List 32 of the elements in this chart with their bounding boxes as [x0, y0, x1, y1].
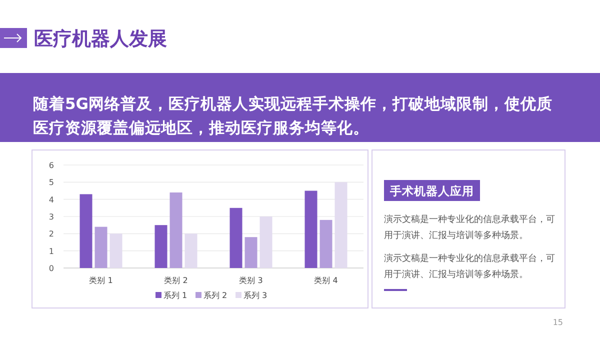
bar — [94, 226, 108, 268]
legend-label: 系列 1 — [164, 291, 188, 300]
legend-label: 系列 2 — [204, 291, 228, 300]
x-tick-label: 类别 3 — [239, 276, 263, 285]
y-tick-label: 1 — [48, 246, 54, 256]
text: 演示文稿是一种专业化的信息承载平台，可用于演讲、汇报与培训等多种场景。 — [384, 253, 555, 280]
y-tick-label: 3 — [48, 212, 54, 222]
x-tick-label: 类别 4 — [314, 276, 338, 285]
y-tick-label: 6 — [48, 161, 54, 170]
text: 演示文稿是一种专业化的信息承载平台，可用于演讲、汇报与培训等多种场景。 — [384, 214, 555, 241]
chart-subtitle: 随着5G网络普及，医疗机器人实现远程手术操作，打破地域限制，使优质医疗资源覆盖偏远地区，推动医疗服务均等化。 — [33, 94, 553, 137]
bar — [244, 237, 258, 268]
text: 手术机器人应用 — [389, 184, 474, 198]
bar — [260, 216, 272, 268]
bar — [334, 182, 348, 268]
chart-title: 医疗机器人发展 — [34, 28, 167, 50]
bar — [304, 190, 318, 268]
bar — [184, 234, 198, 268]
bar — [320, 220, 332, 268]
bar — [110, 234, 122, 268]
y-tick-label: 4 — [48, 195, 54, 204]
x-tick-label: 类别 1 — [89, 276, 113, 285]
x-tick-label: 类别 2 — [164, 276, 188, 285]
text: 15 — [552, 318, 563, 327]
bar — [230, 208, 242, 268]
bar — [170, 192, 182, 268]
y-tick-label: 0 — [48, 264, 54, 273]
y-tick-label: 5 — [48, 178, 54, 188]
legend-label: 系列 3 — [244, 291, 268, 300]
y-tick-label: 2 — [48, 230, 54, 239]
bar — [80, 194, 92, 268]
bar — [154, 225, 168, 268]
